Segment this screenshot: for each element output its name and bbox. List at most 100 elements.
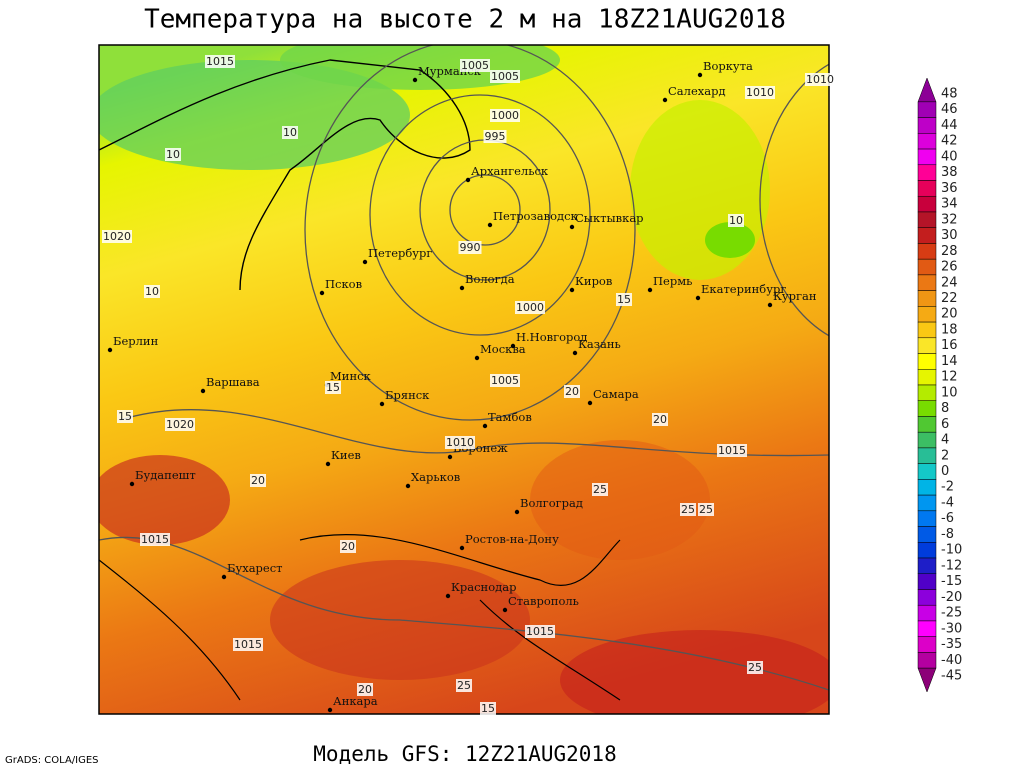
city-dot (405, 483, 411, 489)
contour-label: 1020 (166, 418, 194, 431)
city-label: Киев (331, 448, 361, 462)
city-dot (697, 72, 703, 78)
contour-label-bg (747, 661, 763, 674)
city-dot (459, 545, 465, 551)
colorbar-swatch (917, 164, 937, 181)
contour-label: 10 (166, 148, 180, 161)
colorbar-label: 6 (941, 417, 949, 432)
contour-label: 1010 (746, 86, 774, 99)
contour-label: 25 (681, 503, 695, 516)
city-label: Н.Новгород (516, 330, 587, 344)
contour-label: 20 (358, 683, 372, 696)
colorbar-label: 32 (941, 212, 958, 227)
contour-label-bg (805, 73, 835, 86)
city-dot (379, 401, 385, 407)
colorbar-label: 14 (941, 354, 958, 369)
contour-label-bg (525, 625, 555, 638)
colorbar: 4846444240383634323028262422201816141210… (917, 77, 962, 693)
contour-label: 1005 (491, 70, 519, 83)
contour-label-bg (456, 679, 472, 692)
colorbar-label: -15 (941, 574, 962, 589)
city-dot (502, 607, 508, 613)
colorbar-label: -4 (941, 495, 954, 510)
contour-label-bg (490, 70, 520, 83)
contour-label: 1000 (516, 301, 544, 314)
city-dot (647, 287, 653, 293)
colorbar-swatch (917, 258, 937, 276)
colorbar-swatch (917, 227, 937, 244)
colorbar-swatch (917, 369, 937, 386)
city-dot (662, 97, 668, 103)
contour-label-bg (480, 702, 496, 715)
colorbar-label: 22 (941, 291, 958, 306)
city-label: Волгоград (520, 496, 583, 510)
city-dot (325, 461, 331, 467)
city-label: Киров (575, 274, 612, 288)
colorbar-swatch (917, 243, 937, 260)
title: Температура на высоте 2 м на 18Z21AUG201… (144, 5, 786, 35)
colorbar-label: 34 (941, 197, 958, 212)
contour-label-bg (652, 413, 668, 426)
colorbar-swatch (917, 573, 937, 590)
contour-label: 10 (729, 214, 743, 227)
colorbar-swatch (917, 321, 937, 339)
colorbar-label: 26 (941, 260, 958, 275)
contour-label: 1015 (234, 638, 262, 651)
contour-label: 25 (457, 679, 471, 692)
colorbar-label: 8 (941, 401, 949, 416)
contour-label: 10 (283, 126, 297, 139)
city-label: Архангельск (471, 164, 549, 178)
contour-label: 995 (485, 130, 506, 143)
city-dot (465, 177, 471, 183)
city-label: Анкара (333, 694, 378, 708)
contour-label-bg (490, 109, 520, 122)
colorbar-swatch (917, 353, 937, 370)
city-dot (459, 285, 465, 291)
colorbar-swatch (917, 133, 937, 150)
city-dot (487, 222, 493, 228)
contour-label: 1000 (491, 109, 519, 122)
city-label: Курган (773, 289, 817, 303)
colorbar-label: 2 (941, 448, 949, 463)
contour-label: 1010 (806, 73, 834, 86)
contour-label: 25 (699, 503, 713, 516)
city-label: Сыктывкар (575, 211, 644, 225)
city-label: Петрозаводск (493, 209, 579, 223)
contour-label: 1015 (718, 444, 746, 457)
contour-label: 20 (251, 474, 265, 487)
city-dot (474, 355, 480, 361)
contour-label: 1020 (103, 230, 131, 243)
colorbar-label: -8 (941, 527, 954, 542)
contour-label-bg (165, 418, 195, 431)
colorbar-label: 4 (941, 433, 949, 448)
colorbar-label: 40 (941, 149, 958, 164)
colorbar-swatch (917, 101, 937, 118)
contour-label-bg (698, 503, 714, 516)
contour-label: 1015 (206, 55, 234, 68)
contour-label: 10 (145, 285, 159, 298)
contour-label: 20 (341, 540, 355, 553)
colorbar-swatch (917, 290, 937, 307)
colorbar-swatch (917, 463, 937, 480)
contour-label-bg (616, 293, 632, 306)
contour-label: 15 (481, 702, 495, 715)
map-frame (98, 44, 830, 715)
city-layer: Мурманск ВоркутаСалехардАрхангельскПетроз… (107, 59, 817, 713)
contour-label: 1015 (526, 625, 554, 638)
colorbar-label: 42 (941, 134, 958, 149)
model-caption: Модель GFS: 12Z21AUG2018 (313, 742, 616, 766)
colorbar-swatch (917, 542, 937, 559)
colorbar-swatch (917, 494, 937, 512)
colorbar-label: -20 (941, 590, 962, 605)
city-label: Ставрополь (508, 594, 579, 608)
colorbar-swatch (917, 431, 937, 449)
contour-label-bg (745, 86, 775, 99)
colorbar-label: 16 (941, 338, 958, 353)
contour-label-layer: 1015 100510051000995990100010051010101510… (102, 55, 835, 715)
city-label: Минск (330, 369, 372, 383)
colorbar-label: 48 (941, 87, 958, 102)
colorbar-label: 30 (941, 228, 958, 243)
contour-label-bg (205, 55, 235, 68)
colorbar-label: 20 (941, 307, 958, 322)
